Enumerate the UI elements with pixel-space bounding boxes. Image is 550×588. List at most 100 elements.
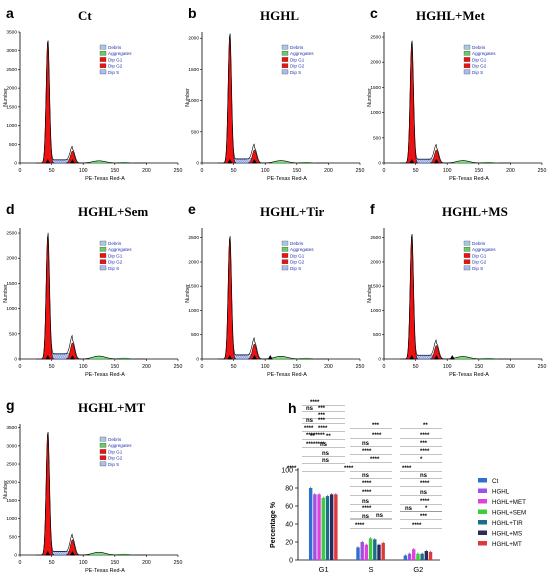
g1-peak xyxy=(405,42,419,164)
legend-label: Dip S xyxy=(108,70,119,75)
s-phase-hatch xyxy=(420,355,424,360)
s-phase-hatch xyxy=(62,159,66,164)
y-axis-label: Number xyxy=(185,88,191,107)
significance-label: **** xyxy=(304,426,314,432)
panel-letter: d xyxy=(6,201,15,217)
bar-category-label: G1 xyxy=(319,565,329,574)
x-tick-label: 250 xyxy=(356,364,365,370)
legend-swatch xyxy=(99,449,107,454)
x-tick-label: 50 xyxy=(49,364,55,370)
x-tick-label: 150 xyxy=(474,168,483,174)
y-tick-label: 0 xyxy=(196,161,199,167)
legend-swatch xyxy=(99,240,107,246)
x-tick-label: 50 xyxy=(231,168,237,174)
x-tick-label: 200 xyxy=(142,560,151,566)
significance-label: **** xyxy=(420,433,430,439)
bar-y-tick-label: 80 xyxy=(285,486,293,493)
histogram-panel-e: e HGHL+Tir 0 500 1000 1500 2000 2500 0 50 100 150 20… xyxy=(182,196,368,392)
histogram-outline xyxy=(35,40,147,164)
significance-label: ns xyxy=(362,514,370,520)
histogram-outline xyxy=(399,233,511,360)
y-tick-label: 1000 xyxy=(188,98,199,104)
legend-swatch xyxy=(463,265,471,271)
y-tick-label: 3500 xyxy=(6,30,17,36)
legend-swatch xyxy=(463,69,471,75)
legend-label: Debris xyxy=(108,437,122,442)
histogram-panel-a: a Ct 0 500 1000 1500 2000 2500 3000 3500 0 50 100 150… xyxy=(0,0,186,196)
peak-marker xyxy=(433,159,439,164)
legend-swatch xyxy=(281,44,289,50)
histogram-svg: 0 500 1000 1500 2000 0 50 100 150 200 250 Number PE-… xyxy=(185,32,364,182)
significance-label: ******** xyxy=(306,442,325,448)
histogram-svg: 0 500 1000 1500 2000 2500 0 50 100 150 200 250 Numbe… xyxy=(367,228,546,378)
histogram-panel-g: g HGHL+MT 0 500 1000 1500 2000 2500 3000 3500 0 50 1… xyxy=(0,392,186,588)
bar-legend-label: HGHL+MT xyxy=(492,541,522,548)
y-tick-label: 1000 xyxy=(370,110,381,116)
x-tick-label: 50 xyxy=(49,168,55,174)
s-phase-hatch xyxy=(56,551,60,556)
bar-G1-6 xyxy=(334,494,338,560)
s-phase-hatch xyxy=(56,159,60,164)
x-tick-label: 250 xyxy=(174,364,183,370)
legend-label: Dip S xyxy=(290,266,301,271)
y-tick-label: 2000 xyxy=(370,259,381,265)
y-tick-label: 1500 xyxy=(370,284,381,290)
peak-marker xyxy=(69,355,75,360)
panel-title: HGHL+MS xyxy=(442,204,508,219)
s-phase-hatch xyxy=(65,353,69,360)
legend-label: Dip G1 xyxy=(472,57,487,62)
s-phase-hatch xyxy=(60,159,64,164)
legend-swatch xyxy=(99,461,107,467)
legend-label: Aggregates xyxy=(290,247,314,252)
x-tick-label: 200 xyxy=(506,364,515,370)
s-phase-hatch xyxy=(420,159,424,164)
significance-label: * xyxy=(420,457,423,463)
bar-legend-label: Ct xyxy=(492,478,498,485)
peak-marker xyxy=(69,551,75,556)
legend-label: Dip G2 xyxy=(108,260,123,265)
significance-label: ** xyxy=(310,434,315,440)
legend-label: Dip G2 xyxy=(108,456,123,461)
significance-label: **** xyxy=(318,426,328,432)
legend-label: Dip G1 xyxy=(108,449,123,454)
s-phase-hatch xyxy=(58,159,62,164)
panel-title: HGHL+MT xyxy=(78,400,146,415)
histogram-outline xyxy=(35,232,147,360)
panel-title: HGHL+Met xyxy=(416,8,485,23)
x-tick-label: 200 xyxy=(142,168,151,174)
legend-swatch xyxy=(463,240,471,246)
g2-peak xyxy=(65,342,79,360)
s-phase-hatch xyxy=(418,159,422,164)
s-phase-hatch xyxy=(240,158,244,164)
x-tick-label: 100 xyxy=(261,364,270,370)
bar-G2-0 xyxy=(403,555,408,560)
x-tick-label: 100 xyxy=(79,364,88,370)
legend-swatch xyxy=(99,253,107,258)
x-tick-label: 0 xyxy=(201,168,204,174)
bar-legend-label: HGHL+MET xyxy=(492,499,526,506)
y-tick-label: 0 xyxy=(14,357,17,363)
x-axis-label: PE-Texas Red-A xyxy=(85,372,125,378)
s-phase-hatch xyxy=(244,158,248,164)
legend-label: Dip S xyxy=(472,70,483,75)
significance-label: *** xyxy=(318,418,326,424)
legend-label: Dip S xyxy=(108,266,119,271)
s-phase-hatch xyxy=(246,354,249,360)
g1-peak xyxy=(41,41,55,164)
y-tick-label: 1500 xyxy=(6,104,17,110)
legend-swatch xyxy=(281,247,289,252)
peak-marker xyxy=(45,551,51,556)
y-tick-label: 500 xyxy=(191,332,199,338)
panel-title: Ct xyxy=(78,8,92,23)
legend-label: Dip G2 xyxy=(472,64,487,69)
legend-label: Dip S xyxy=(472,266,483,271)
y-tick-label: 2500 xyxy=(188,235,199,241)
histogram-outline xyxy=(217,235,329,360)
y-tick-label: 500 xyxy=(191,129,199,135)
legend-label: Debris xyxy=(290,45,304,50)
y-tick-label: 1000 xyxy=(370,308,381,314)
legend-swatch xyxy=(463,44,471,50)
legend-label: Debris xyxy=(108,241,122,246)
significance-label: ns xyxy=(362,499,370,505)
s-phase-hatch xyxy=(58,551,62,556)
